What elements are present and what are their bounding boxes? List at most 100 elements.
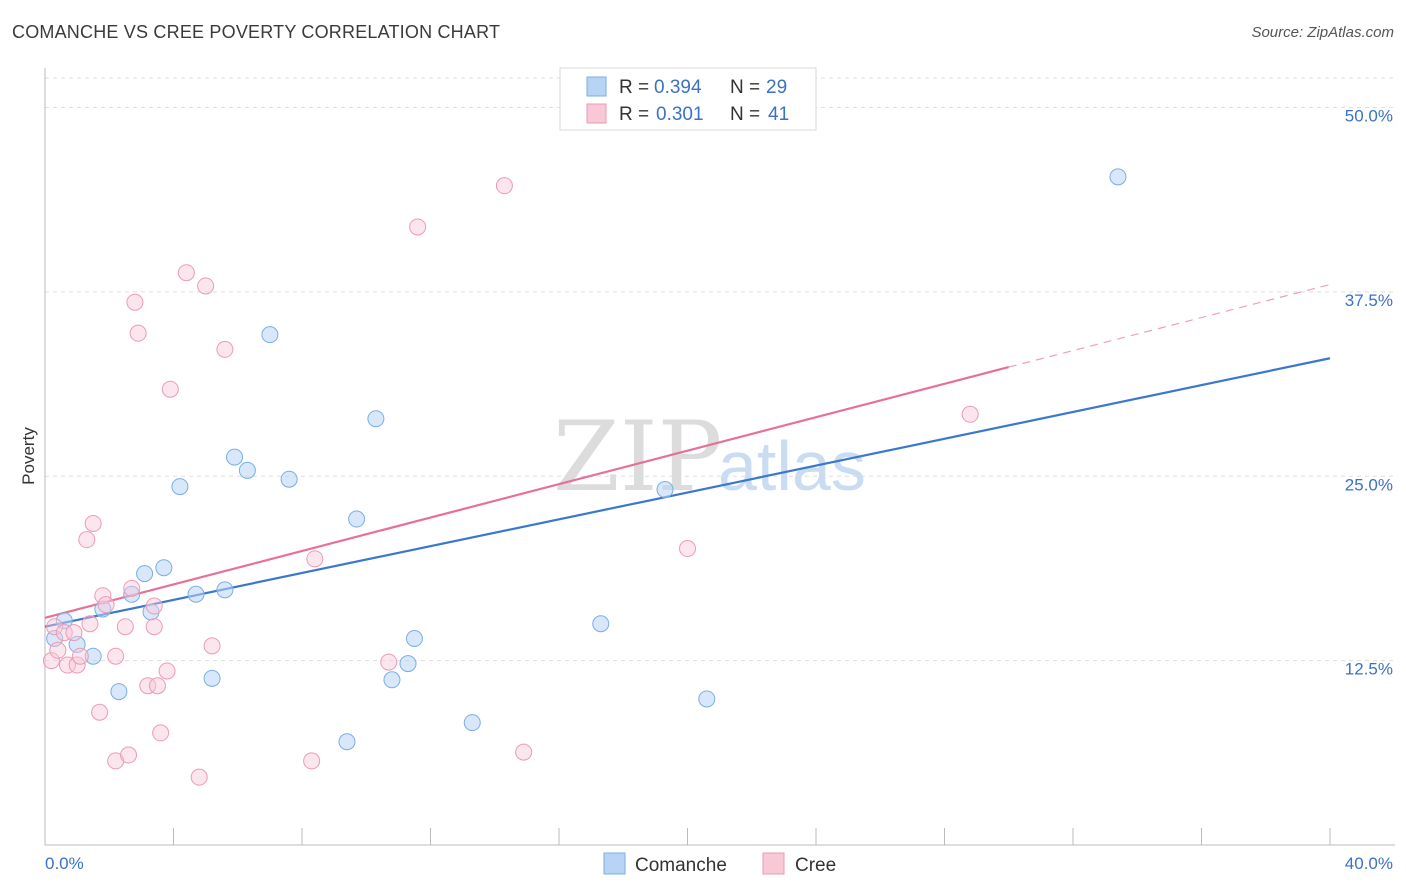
cree-trend-line xyxy=(44,366,1010,619)
comanche-point xyxy=(592,615,610,633)
cree-point xyxy=(81,615,99,633)
cree-point xyxy=(91,703,109,721)
cree-point xyxy=(123,579,141,597)
cree-point xyxy=(203,637,221,655)
comanche-point xyxy=(55,612,73,630)
cree-point xyxy=(58,656,76,674)
cree-point xyxy=(97,596,115,614)
legend-r-label-2: R = xyxy=(619,104,649,125)
comanche-point xyxy=(110,683,128,701)
x-tick-label-max: 40.0% xyxy=(1345,854,1393,873)
cree-point xyxy=(148,677,166,695)
cree-point xyxy=(68,656,86,674)
comanche-point xyxy=(261,326,279,344)
source-label: Source: ZipAtlas.com xyxy=(1251,24,1394,41)
comanche-point xyxy=(187,585,205,603)
watermark-atlas: atlas xyxy=(718,427,866,505)
cree-point xyxy=(515,743,533,761)
cree-point xyxy=(107,647,125,665)
legend-n-label-1: N = xyxy=(730,77,760,98)
cree-point xyxy=(42,652,60,670)
legend: R = 0.394 N = 29 R = 0.301 N = 41 xyxy=(559,67,817,131)
data-points xyxy=(42,168,1127,786)
legend-n-value-2: 41 xyxy=(768,104,789,125)
bottom-legend: Comanche Cree xyxy=(603,852,836,876)
cree-point xyxy=(139,677,157,695)
bottom-legend-comanche: Comanche xyxy=(635,855,727,876)
y-axis-title: Poverty xyxy=(19,427,38,485)
comanche-point xyxy=(1109,168,1127,186)
cree-trend-extension xyxy=(1008,283,1331,368)
comanche-point xyxy=(171,478,189,496)
comanche-point xyxy=(656,481,674,499)
cree-point xyxy=(71,647,89,665)
cree-point xyxy=(152,724,170,742)
comanche-point xyxy=(203,669,221,687)
x-tick-label-min: 0.0% xyxy=(45,854,84,873)
cree-point xyxy=(161,380,179,398)
legend-r-label-1: R = xyxy=(619,77,649,98)
comanche-point xyxy=(216,581,234,599)
comanche-point xyxy=(136,565,154,583)
cree-point xyxy=(177,264,195,282)
cree-point xyxy=(46,618,64,636)
cree-point xyxy=(145,618,163,636)
comanche-point xyxy=(698,690,716,708)
comanche-point xyxy=(405,630,423,647)
comanche-point xyxy=(280,470,298,488)
comanche-point xyxy=(367,410,385,428)
comanche-trend-line xyxy=(44,357,1331,628)
cree-point xyxy=(306,550,324,568)
cree-point xyxy=(961,405,979,423)
legend-n-label-2: N = xyxy=(730,104,760,125)
cree-point xyxy=(190,768,208,786)
comanche-point xyxy=(338,733,356,751)
comanche-point xyxy=(463,714,481,732)
cree-point xyxy=(94,587,112,605)
cree-point xyxy=(126,293,144,311)
cree-point xyxy=(78,531,96,549)
grid-lines xyxy=(45,77,1395,662)
cree-point xyxy=(129,324,147,342)
cree-point xyxy=(49,641,67,659)
trend-lines xyxy=(44,283,1331,628)
cree-point xyxy=(116,618,134,636)
legend-r-value-1: 0.394 xyxy=(654,77,702,98)
comanche-point xyxy=(84,647,102,665)
axes xyxy=(44,68,1395,846)
cree-point xyxy=(303,752,321,770)
chart-title: COMANCHE VS CREE POVERTY CORRELATION CHA… xyxy=(12,22,501,42)
comanche-point xyxy=(383,671,401,689)
cree-point xyxy=(380,653,398,671)
legend-swatch-comanche xyxy=(586,76,607,97)
y-tick-label: 25.0% xyxy=(1345,475,1393,494)
cree-point xyxy=(65,624,83,642)
cree-point xyxy=(120,746,138,764)
legend-swatch-cree xyxy=(586,103,607,124)
cree-point xyxy=(158,662,176,680)
cree-point xyxy=(216,340,234,358)
comanche-point xyxy=(399,655,417,673)
comanche-point xyxy=(123,585,141,603)
comanche-point xyxy=(238,461,256,479)
bottom-legend-swatch-cree xyxy=(762,852,785,875)
y-tick-labels: 12.5% 25.0% 37.5% 50.0% xyxy=(1345,107,1393,679)
legend-n-value-1: 29 xyxy=(766,77,787,98)
cree-point xyxy=(679,540,696,558)
cree-point xyxy=(55,624,73,642)
x-tick-labels: 0.0% 40.0% xyxy=(45,854,1393,873)
watermark-zip: ZIP xyxy=(553,401,722,513)
cree-point xyxy=(409,218,427,236)
cree-point xyxy=(197,277,215,295)
bottom-legend-swatch-comanche xyxy=(603,852,626,875)
y-tick-label: 37.5% xyxy=(1345,291,1393,310)
y-tick-label: 12.5% xyxy=(1345,660,1393,679)
cree-point xyxy=(84,514,102,532)
bottom-legend-cree: Cree xyxy=(795,855,836,876)
comanche-point xyxy=(348,510,366,528)
legend-r-value-2: 0.301 xyxy=(656,104,704,125)
y-tick-label: 50.0% xyxy=(1345,107,1393,126)
cree-point xyxy=(495,177,513,195)
comanche-point xyxy=(155,559,173,577)
